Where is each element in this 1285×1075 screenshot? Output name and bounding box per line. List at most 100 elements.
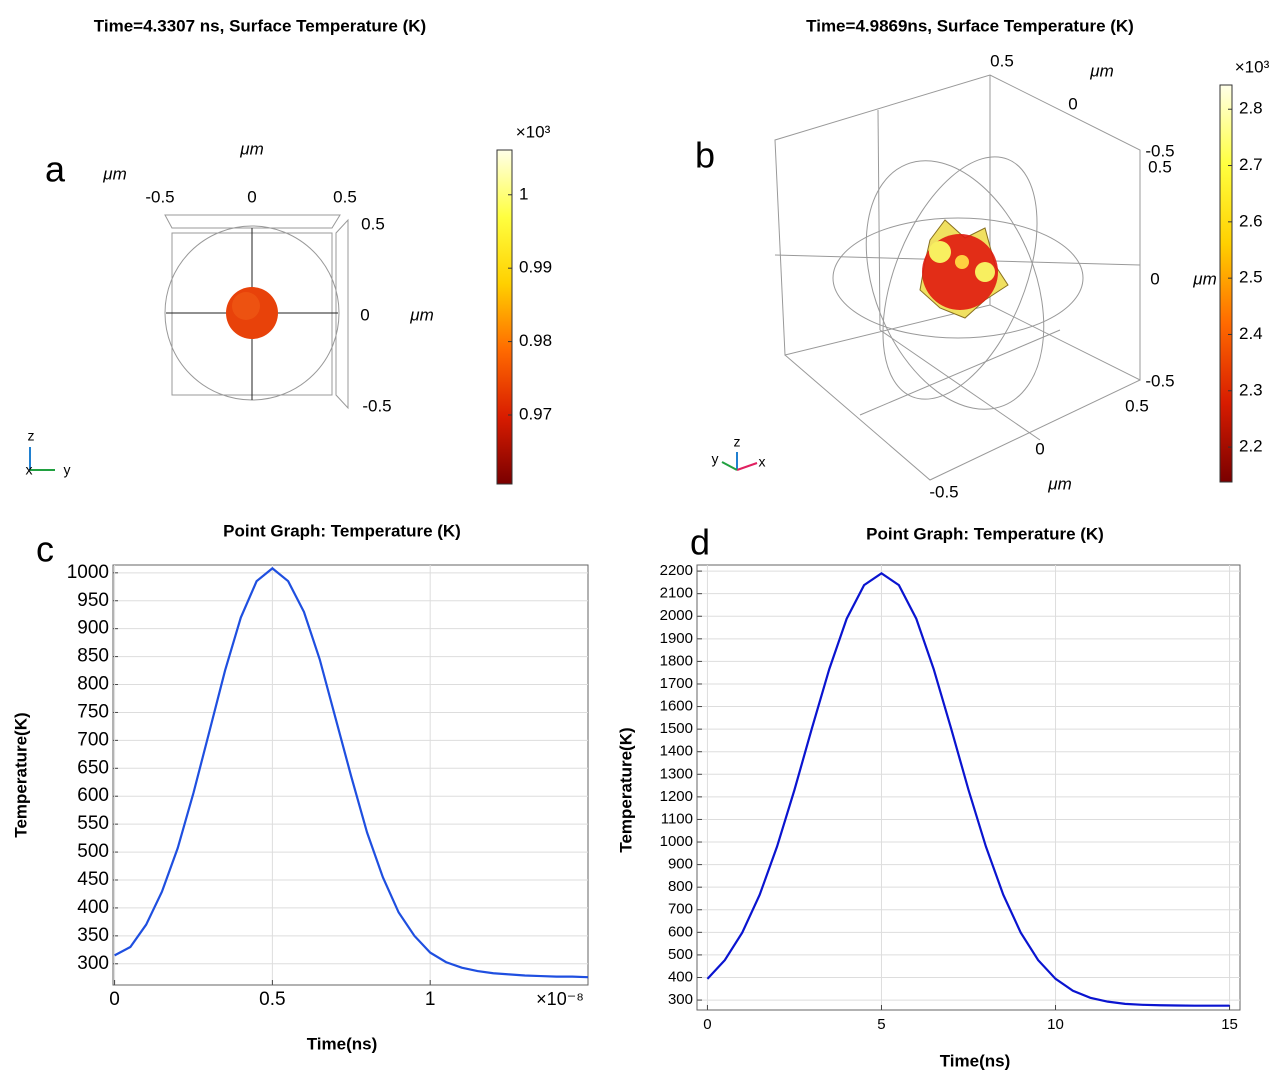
- y-tick-label: 800: [668, 878, 693, 895]
- y-tick-label: 850: [77, 646, 109, 667]
- y-tick-label: 1400: [660, 743, 693, 760]
- y-tick-label: 1200: [660, 788, 693, 805]
- x-tick-label: 0: [703, 1016, 711, 1033]
- triad-label: y: [712, 451, 719, 467]
- colorbar: [496, 149, 513, 485]
- axis-tick-label: -0.5: [362, 396, 391, 415]
- y-tick-label: 550: [77, 813, 109, 834]
- axis-tick-label: 0: [247, 187, 256, 206]
- x-tick-label: 0.5: [259, 989, 285, 1010]
- axis-unit: μm: [1047, 474, 1071, 493]
- x-tick-label: 15: [1221, 1016, 1238, 1033]
- y-tick-label: 900: [668, 856, 693, 873]
- y-tick-label: 700: [668, 901, 693, 918]
- y-tick-label: 800: [77, 674, 109, 695]
- y-tick-label: 950: [77, 590, 109, 611]
- y-tick-label: 2000: [660, 607, 693, 624]
- y-tick-label: 650: [77, 757, 109, 778]
- x-axis-label: Time(ns): [307, 1034, 378, 1053]
- y-tick-label: 700: [77, 729, 109, 750]
- chart-title: Point Graph: Temperature (K): [223, 521, 461, 540]
- scene-b: [721, 74, 1141, 481]
- colorbar-tick-label: 2.3: [1239, 380, 1263, 399]
- y-tick-label: 450: [77, 869, 109, 890]
- axis-tick-label: 0: [360, 305, 369, 324]
- y-tick-label: 1800: [660, 652, 693, 669]
- axis-unit: μm: [1089, 61, 1113, 80]
- x-axis-label: Time(ns): [940, 1051, 1011, 1070]
- colorbar-tick-label: 2.4: [1239, 324, 1263, 343]
- x-tick-label: 10: [1047, 1016, 1064, 1033]
- colorbar-tick-label: 2.6: [1239, 211, 1263, 230]
- colorbar: [1219, 84, 1233, 483]
- axis-unit: μm: [102, 164, 126, 183]
- y-tick-label: 1500: [660, 720, 693, 737]
- axis-tick-label: 0: [1150, 269, 1159, 288]
- y-tick-label: 500: [77, 841, 109, 862]
- y-tick-label: 1700: [660, 675, 693, 692]
- y-tick-label: 400: [668, 968, 693, 985]
- axis-tick-label: 0.5: [1148, 157, 1172, 176]
- axis-tick-label: 0: [1035, 439, 1044, 458]
- y-tick-label: 400: [77, 897, 109, 918]
- axis-tick-label: -0.5: [145, 187, 174, 206]
- y-tick-label: 1100: [661, 810, 693, 827]
- y-tick-label: 2200: [660, 562, 693, 579]
- scene-a: [29, 214, 349, 471]
- panel-label: a: [45, 149, 66, 190]
- triad-label: y: [64, 462, 71, 478]
- axis-unit: μm: [409, 305, 433, 324]
- y-axis-label: Temperature(K): [616, 727, 635, 852]
- y-tick-label: 2100: [660, 585, 693, 602]
- colorbar-tick-label: 2.7: [1239, 155, 1263, 174]
- colorbar-tick-label: 1: [519, 184, 528, 203]
- axis-tick-label: 0.5: [333, 187, 357, 206]
- axis-tick-label: 0.5: [1125, 396, 1149, 415]
- colorbar-tick-label: 2.5: [1239, 268, 1263, 287]
- y-tick-label: 350: [77, 925, 109, 946]
- colorbar-multiplier: ×10³: [516, 122, 551, 141]
- axis-tick-label: 0.5: [990, 51, 1014, 70]
- data-line: [114, 566, 589, 979]
- y-tick-label: 1000: [660, 833, 693, 850]
- axis-tick-label: 0: [1068, 94, 1077, 113]
- colorbar-tick-label: 0.98: [519, 331, 552, 350]
- colorbar-tick-label: 0.97: [519, 404, 552, 423]
- triad-label: x: [26, 462, 33, 478]
- axis-tick-label: -0.5: [929, 482, 958, 501]
- axis-unit: μm: [1192, 269, 1216, 288]
- y-tick-label: 1600: [660, 698, 693, 715]
- axis-tick-label: -0.5: [1145, 141, 1174, 160]
- y-tick-label: 1000: [67, 562, 109, 583]
- colorbar-tick-label: 0.99: [519, 258, 552, 277]
- colorbar-tick-label: 2.2: [1239, 437, 1263, 456]
- panel-label: c: [36, 529, 54, 570]
- x-tick-label: 1: [425, 989, 436, 1010]
- chart-title: Time=4.9869ns, Surface Temperature (K): [806, 16, 1134, 35]
- chart-title: Point Graph: Temperature (K): [866, 524, 1104, 543]
- panel-label: b: [695, 135, 715, 176]
- triad-label: x: [759, 454, 766, 470]
- panel-label: d: [690, 522, 710, 563]
- y-tick-label: 750: [77, 701, 109, 722]
- chart-title: Time=4.3307 ns, Surface Temperature (K): [94, 16, 426, 35]
- y-tick-label: 600: [668, 923, 693, 940]
- x-tick-label: 5: [877, 1016, 885, 1033]
- axis-tick-label: -0.5: [1145, 371, 1174, 390]
- y-tick-label: 300: [668, 991, 693, 1008]
- x-multiplier: ×10⁻⁸: [536, 989, 584, 1009]
- x-tick-label: 0: [109, 989, 120, 1010]
- colorbar-tick-label: 2.8: [1239, 99, 1263, 118]
- colorbar-multiplier: ×10³: [1235, 57, 1270, 76]
- y-tick-label: 900: [77, 618, 109, 639]
- data-line: [706, 572, 1230, 1007]
- y-tick-label: 1900: [660, 630, 693, 647]
- axis-unit: μm: [239, 139, 263, 158]
- y-tick-label: 600: [77, 785, 109, 806]
- y-tick-label: 300: [77, 953, 109, 974]
- y-tick-label: 1300: [660, 765, 693, 782]
- axis-tick-label: 0.5: [361, 214, 385, 233]
- y-tick-label: 500: [668, 946, 693, 963]
- triad-label: z: [734, 434, 741, 450]
- y-axis-label: Temperature(K): [11, 712, 30, 837]
